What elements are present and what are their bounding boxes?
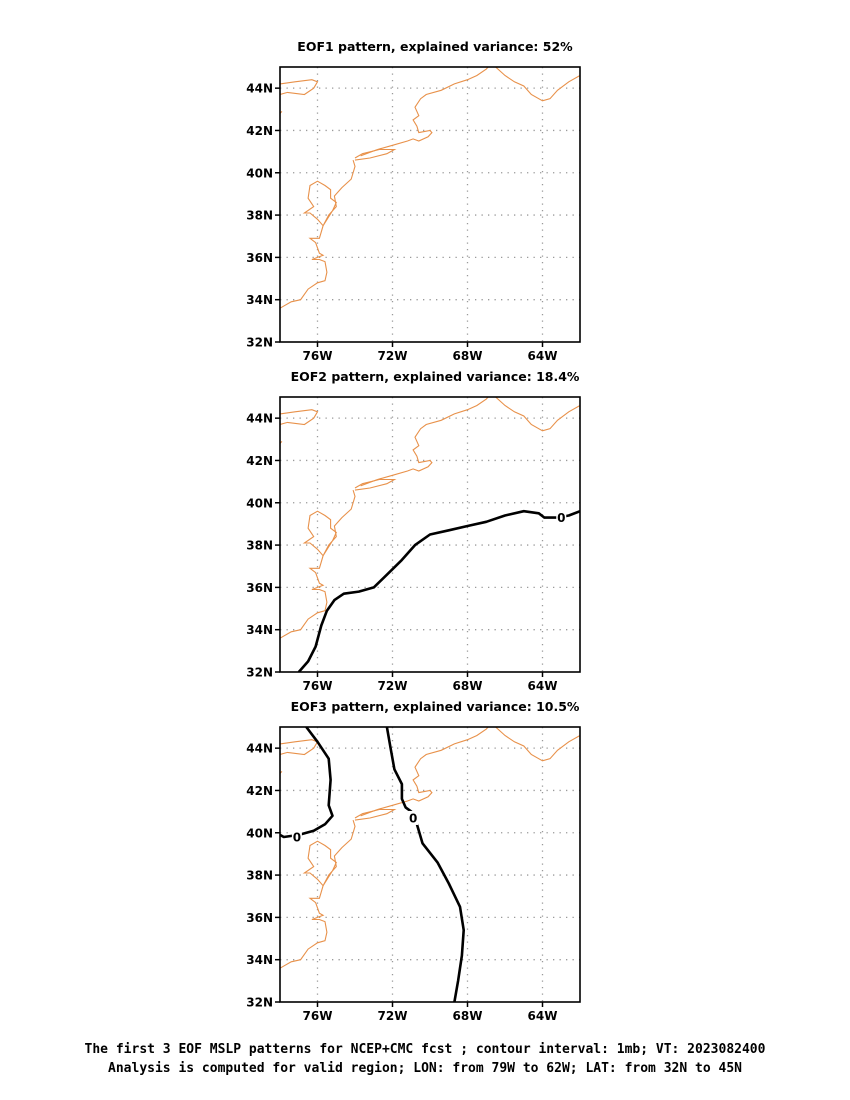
y-tick-label: 42N [246, 454, 273, 468]
y-tick-label: 34N [246, 623, 273, 637]
map-frame [279, 396, 581, 673]
x-tick-label: 64W [528, 349, 558, 363]
x-tick-label: 72W [378, 679, 408, 693]
y-tick-label: 36N [246, 251, 273, 265]
y-tick-label: 40N [246, 496, 273, 510]
y-tick-label: 34N [246, 293, 273, 307]
y-tick-label: 38N [246, 539, 273, 553]
contour-line [280, 727, 334, 839]
eof1-panel: EOF1 pattern, explained variance: 52% 32N… [246, 39, 581, 363]
x-tick-label: 76W [303, 349, 333, 363]
x-tick-label: 76W [303, 1009, 333, 1023]
eof2-panel: EOF2 pattern, explained variance: 18.4% 0… [246, 369, 581, 693]
x-tick-label: 72W [378, 1009, 408, 1023]
contour-line [297, 509, 580, 672]
x-tick-label: 72W [378, 349, 408, 363]
contour-label: 0 [293, 831, 301, 845]
coastline [354, 148, 397, 161]
coastline [360, 397, 489, 487]
y-tick-label: 42N [246, 124, 273, 138]
y-tick-label: 38N [246, 209, 273, 223]
y-tick-label: 36N [246, 581, 273, 595]
contour-label: 0 [409, 811, 417, 825]
y-tick-label: 36N [246, 911, 273, 925]
y-tick-label: 44N [246, 742, 273, 756]
panel-title: EOF2 pattern, explained variance: 18.4% [291, 369, 580, 384]
y-tick-label: 42N [246, 784, 273, 798]
coastline [280, 79, 319, 96]
coastline [354, 478, 397, 491]
coastline [280, 159, 356, 309]
y-tick-label: 34N [246, 953, 273, 967]
caption-line-2: Analysis is computed for valid region; L… [108, 1061, 742, 1076]
y-tick-label: 32N [246, 336, 273, 350]
coastline [495, 727, 580, 762]
y-tick-label: 44N [246, 412, 273, 426]
eof-figure: EOF1 pattern, explained variance: 52% 32N… [246, 39, 581, 1023]
x-tick-label: 76W [303, 679, 333, 693]
coastline [360, 67, 489, 157]
coastline [280, 489, 356, 639]
y-tick-label: 38N [246, 869, 273, 883]
coastline [495, 397, 580, 432]
coastline [280, 409, 319, 426]
y-tick-label: 44N [246, 82, 273, 96]
coastline [360, 727, 489, 817]
panel-title: EOF1 pattern, explained variance: 52% [297, 39, 573, 54]
y-tick-label: 32N [246, 666, 273, 680]
y-tick-label: 40N [246, 826, 273, 840]
caption-line-1: The first 3 EOF MSLP patterns for NCEP+C… [84, 1042, 766, 1057]
coastline [495, 67, 580, 102]
x-tick-label: 64W [528, 679, 558, 693]
x-tick-label: 68W [453, 1009, 483, 1023]
x-tick-label: 68W [453, 679, 483, 693]
map-frame [279, 726, 581, 1003]
contour-label: 0 [557, 511, 565, 525]
coastline [354, 808, 397, 821]
coastline [280, 739, 319, 756]
y-tick-label: 40N [246, 166, 273, 180]
y-tick-label: 32N [246, 996, 273, 1010]
contour-line [385, 727, 465, 1002]
coastline [280, 819, 356, 969]
panel-title: EOF3 pattern, explained variance: 10.5% [291, 699, 580, 714]
eof3-panel: EOF3 pattern, explained variance: 10.5% 0… [246, 699, 581, 1023]
x-tick-label: 64W [528, 1009, 558, 1023]
x-tick-label: 68W [453, 349, 483, 363]
map-frame [279, 66, 581, 343]
